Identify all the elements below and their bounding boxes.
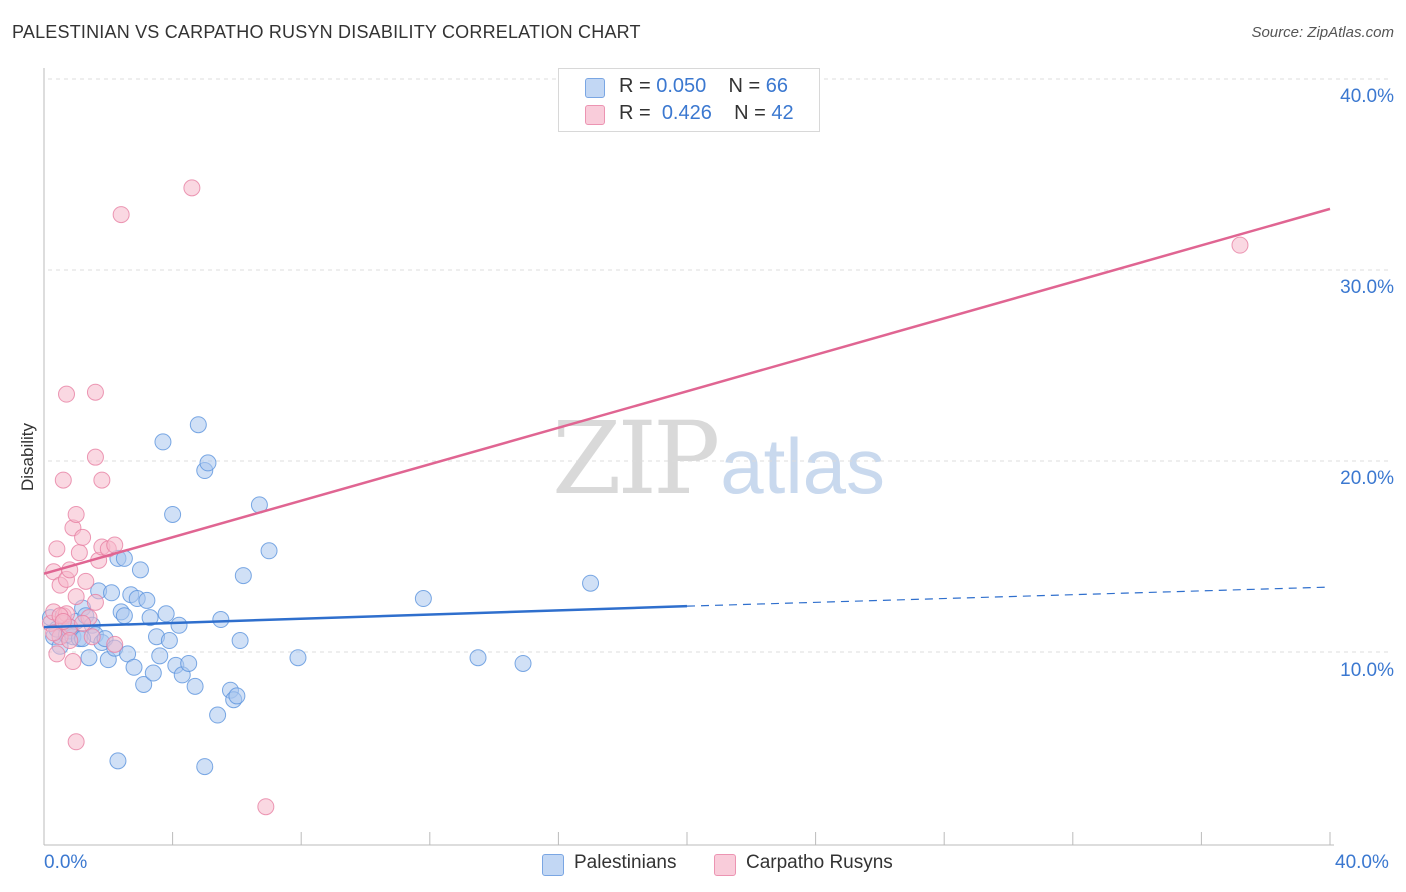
legend-r-label: R = [619, 75, 657, 97]
x-tick-label-max: 40.0% [1335, 852, 1389, 873]
palestinian-point [160, 632, 178, 650]
palestinian-point [138, 591, 156, 609]
palestinian-point [157, 605, 175, 623]
carpatho-rusyn-point [67, 733, 85, 751]
palestinian-point [151, 647, 169, 665]
carpatho-rusyn-point [67, 505, 85, 523]
palestinian-point [469, 649, 487, 667]
y-tick-label: 10.0% [1340, 660, 1394, 681]
carpatho-rusyn-point [86, 383, 104, 401]
legend-n-value: 66 [765, 75, 789, 97]
y-tick-label: 30.0% [1340, 277, 1394, 298]
carpatho-rusyn-point [86, 448, 104, 466]
carpatho-rusyn-point [61, 632, 79, 650]
legend-n-value: 42 [771, 102, 794, 124]
palestinian-point [186, 677, 204, 695]
legend-swatch-blue [585, 78, 605, 98]
carpatho-rusyn-point [183, 179, 201, 197]
chart-title: PALESTINIAN VS CARPATHO RUSYN DISABILITY… [12, 22, 641, 42]
palestinian-point [289, 649, 307, 667]
x-tick-label-min: 0.0% [44, 852, 88, 873]
palestinian-point [144, 664, 162, 682]
series-label-carpatho-rusyns: Carpatho Rusyns [746, 852, 893, 873]
carpatho-rusyn-point [45, 624, 63, 642]
legend-n-label: N = [728, 75, 766, 97]
palestinian-point [514, 654, 532, 672]
palestinian-point [170, 616, 188, 634]
carpatho-rusyn-point [54, 471, 72, 489]
palestinian-point [164, 505, 182, 523]
palestinian-point [234, 567, 252, 585]
palestinian-point [189, 416, 207, 434]
legend-r-value: 0.426 [661, 102, 712, 124]
palestinian-point [199, 454, 217, 472]
carpatho-rusyn-point [1231, 236, 1249, 254]
palestinian-point [103, 584, 121, 602]
carpatho-rusyn-point [257, 798, 275, 816]
carpatho-rusyn-point [86, 593, 104, 611]
palestinian-point [131, 561, 149, 579]
carpatho-rusyn-point [77, 572, 95, 590]
palestinian-point [125, 658, 143, 676]
carpatho-rusyn-point [74, 528, 92, 546]
carpatho-rusyn-point [48, 645, 66, 663]
palestinian-point [260, 542, 278, 560]
carpatho-rusyn-point [106, 635, 124, 653]
palestinian-point [154, 433, 172, 451]
series-swatch-pink [714, 854, 736, 876]
y-tick-label: 40.0% [1340, 86, 1394, 107]
palestinian-point [582, 574, 600, 592]
carpatho-rusyn-trend-line [43, 207, 1331, 575]
palestinian-point [231, 632, 249, 650]
carpatho-rusyn-point [70, 544, 88, 562]
palestinian-trend-extension [686, 586, 1331, 607]
carpatho-rusyn-point [83, 628, 101, 646]
series-label-palestinians: Palestinians [574, 852, 677, 873]
y-axis-label: Disability [18, 422, 37, 492]
watermark: ZIPatlas [552, 400, 885, 517]
source-label: Source: ZipAtlas.com [1251, 24, 1394, 41]
legend-swatch-pink [585, 105, 605, 125]
palestinian-point [196, 758, 214, 776]
watermark-zip: ZIP [552, 400, 720, 517]
carpatho-rusyn-point [74, 614, 92, 632]
palestinian-point [141, 609, 159, 627]
legend-r-label: R = [619, 102, 657, 124]
legend-n-label: N = [734, 102, 772, 124]
carpatho-rusyn-point [93, 471, 111, 489]
palestinian-point [109, 752, 127, 770]
palestinian-point [115, 607, 133, 625]
palestinian-point [228, 687, 246, 705]
carpatho-rusyn-point [48, 540, 66, 558]
carpatho-rusyn-point [64, 653, 82, 671]
carpatho-rusyn-point [58, 385, 76, 403]
palestinian-point [414, 590, 432, 608]
palestinian-point [212, 611, 230, 629]
correlation-legend: R = 0.050 N = 66 R = 0.426 N = 42 [558, 68, 820, 132]
y-tick-label: 20.0% [1340, 468, 1394, 489]
watermark-atlas: atlas [720, 422, 886, 510]
palestinian-point [180, 654, 198, 672]
carpatho-rusyn-point [106, 536, 124, 554]
palestinian-point [135, 675, 153, 693]
palestinian-trend-line [43, 604, 688, 629]
legend-r-value: 0.050 [656, 75, 707, 97]
palestinian-point [80, 649, 98, 667]
carpatho-rusyn-point [67, 588, 85, 606]
series-swatch-blue [542, 854, 564, 876]
palestinian-point [209, 706, 227, 724]
carpatho-rusyn-point [112, 206, 130, 224]
